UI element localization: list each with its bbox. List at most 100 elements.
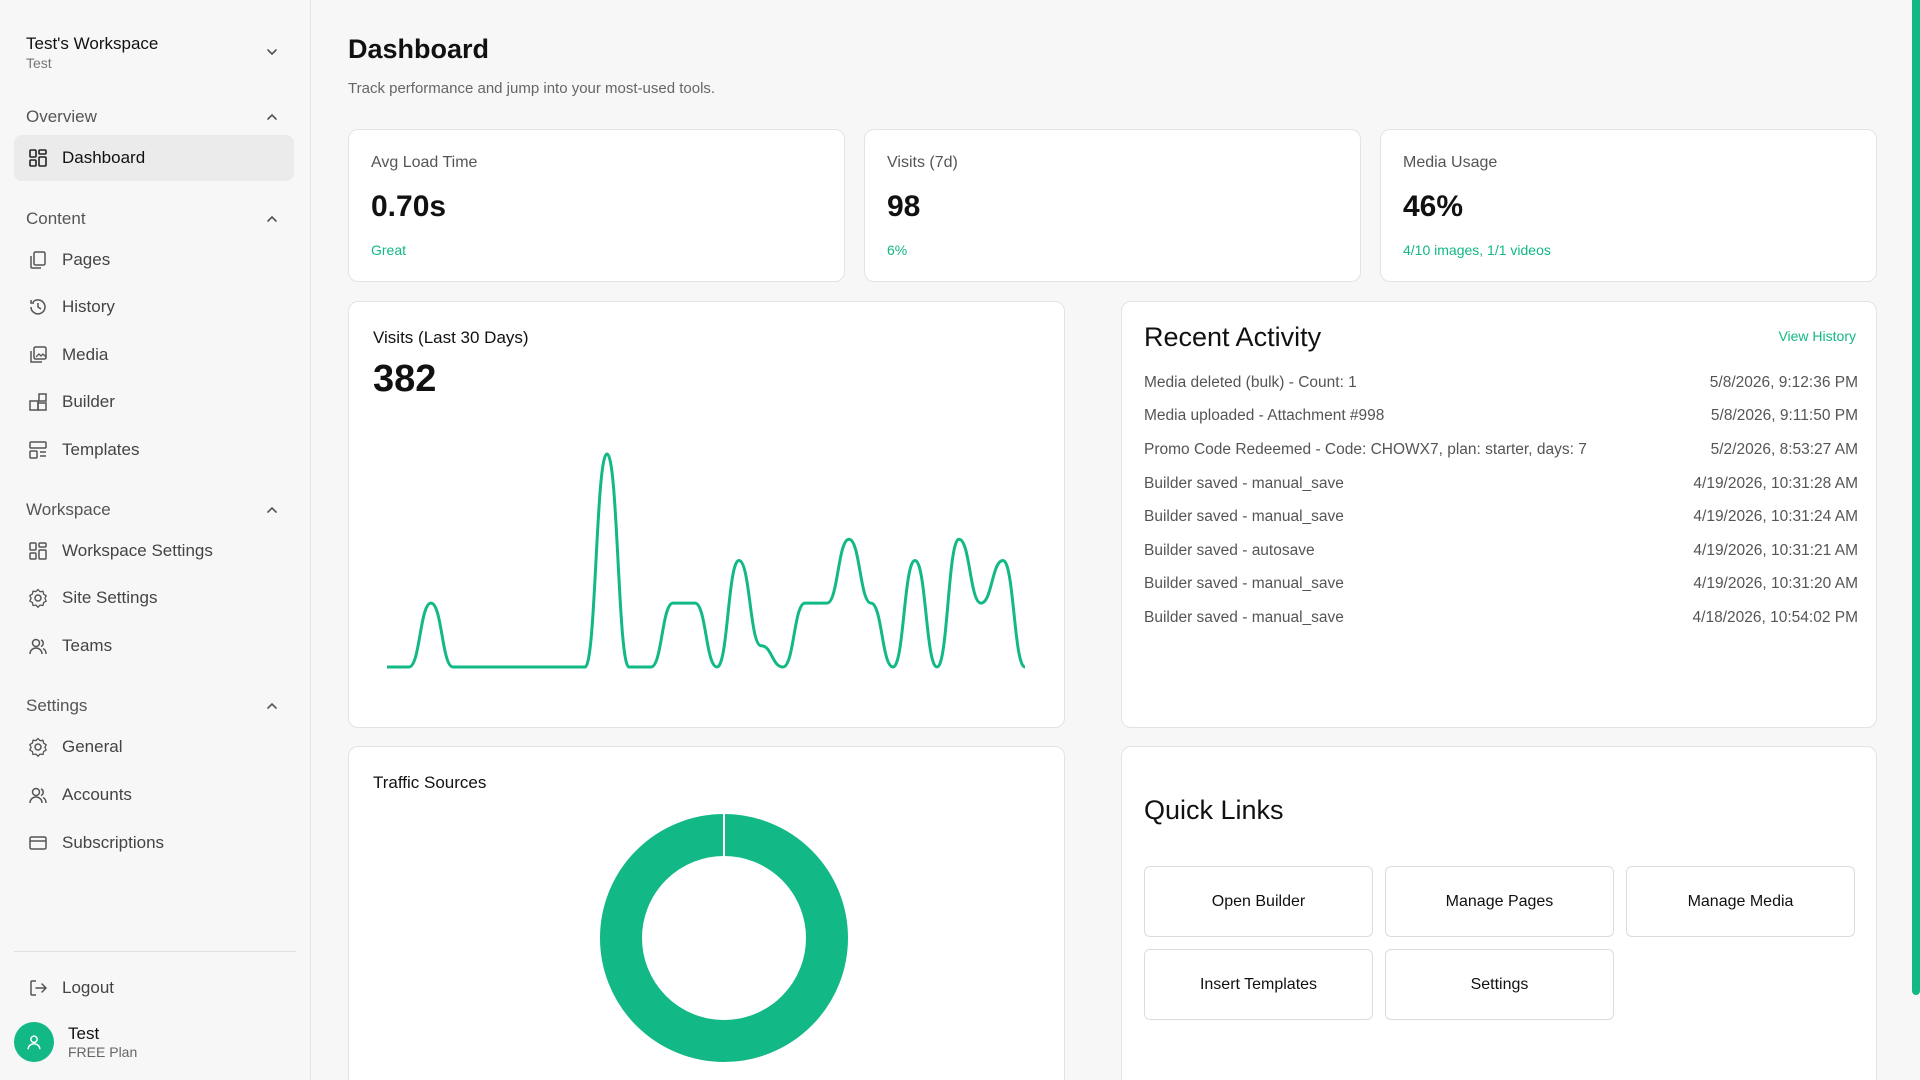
activity-text: Builder saved - autosave <box>1144 541 1315 559</box>
activity-text: Media deleted (bulk) - Count: 1 <box>1144 373 1357 391</box>
visits-chart-title: Visits (Last 30 Days) <box>373 328 529 347</box>
sidebar-item-history[interactable]: History <box>14 284 294 330</box>
pages-icon <box>28 250 48 270</box>
builder-icon <box>28 392 48 412</box>
activity-row: Builder saved - manual_save 4/19/2026, 10… <box>1144 467 1858 501</box>
activity-text: Builder saved - manual_save <box>1144 608 1344 626</box>
user-profile[interactable]: Test FREE Plan <box>14 1022 137 1062</box>
logout-button[interactable]: Logout <box>14 965 294 1011</box>
logout-icon <box>28 978 48 998</box>
sidebar-item-templates[interactable]: Templates <box>14 427 294 473</box>
chevron-up-icon <box>267 506 277 513</box>
stat-label: Visits (7d) <box>887 154 958 171</box>
activity-text: Media uploaded - Attachment #998 <box>1144 407 1385 425</box>
workspace-info: Test's Workspace Test <box>26 33 158 71</box>
activity-time: 4/19/2026, 10:31:20 AM <box>1693 575 1858 593</box>
activity-text: Promo Code Redeemed - Code: CHOWX7, plan… <box>1144 440 1587 458</box>
section-title: Content <box>26 209 86 228</box>
manage-pages-button[interactable]: Manage Pages <box>1385 866 1614 937</box>
grid-icon <box>28 541 48 561</box>
stat-value: 46% <box>1403 190 1464 223</box>
settings-button[interactable]: Settings <box>1385 949 1614 1020</box>
grid-icon <box>28 148 48 168</box>
gear-icon <box>28 737 48 757</box>
sidebar-item-label: History <box>62 297 115 316</box>
visits-line-chart <box>387 452 1027 669</box>
activity-time: 4/18/2026, 10:54:02 PM <box>1692 608 1858 626</box>
sidebar-item-pages[interactable]: Pages <box>14 237 294 283</box>
stat-card-load-time: Avg Load Time 0.70s Great <box>348 129 845 282</box>
sidebar-item-label: General <box>62 737 123 756</box>
sidebar-item-label: Subscriptions <box>62 833 165 852</box>
chevron-up-icon <box>267 702 277 709</box>
logout-label: Logout <box>62 978 114 997</box>
quick-links-card: Quick Links Open Builder Manage Pages Ma… <box>1121 746 1877 1080</box>
media-icon <box>28 345 48 365</box>
activity-text: Builder saved - manual_save <box>1144 474 1344 492</box>
card-icon <box>28 833 48 853</box>
sidebar-item-builder[interactable]: Builder <box>14 379 294 425</box>
traffic-donut-chart <box>600 814 848 1062</box>
view-history-link[interactable]: View History <box>1778 328 1856 344</box>
stat-value: 0.70s <box>371 190 447 223</box>
users-icon <box>28 636 48 656</box>
workspace-switcher[interactable]: Test's Workspace Test <box>14 24 292 80</box>
sidebar-item-subscriptions[interactable]: Subscriptions <box>14 820 294 866</box>
section-settings[interactable]: Settings <box>14 692 292 720</box>
sidebar-item-accounts[interactable]: Accounts <box>14 772 294 818</box>
activity-row: Builder saved - manual_save 4/18/2026, 10… <box>1144 601 1858 635</box>
sidebar-item-site-settings[interactable]: Site Settings <box>14 575 294 621</box>
activity-row: Builder saved - autosave 4/19/2026, 10:31… <box>1144 534 1858 568</box>
activity-text: Builder saved - manual_save <box>1144 508 1344 526</box>
activity-time: 5/8/2026, 9:12:36 PM <box>1709 373 1858 391</box>
sidebar-item-media[interactable]: Media <box>14 332 294 378</box>
avatar <box>14 1022 54 1062</box>
recent-activity-title: Recent Activity <box>1144 322 1322 352</box>
quick-links-title: Quick Links <box>1144 795 1284 825</box>
scrollbar[interactable] <box>1912 0 1920 995</box>
sidebar-item-label: Workspace Settings <box>62 541 213 560</box>
user-icon <box>27 1035 41 1050</box>
recent-activity-card: Recent Activity View History Media delet… <box>1121 301 1877 728</box>
activity-text: Builder saved - manual_save <box>1144 575 1344 593</box>
page-title: Dashboard <box>348 34 490 64</box>
manage-media-button[interactable]: Manage Media <box>1626 866 1855 937</box>
section-workspace[interactable]: Workspace <box>14 496 292 524</box>
activity-list: Media deleted (bulk) - Count: 1 5/8/2026,… <box>1144 366 1858 635</box>
sidebar-item-label: Pages <box>62 250 111 269</box>
section-title: Settings <box>26 696 88 715</box>
section-title: Workspace <box>26 500 111 519</box>
section-content[interactable]: Content <box>14 205 292 233</box>
stat-note: Great <box>371 242 407 258</box>
stat-label: Avg Load Time <box>371 154 478 171</box>
activity-time: 4/19/2026, 10:31:21 AM <box>1693 541 1858 559</box>
stat-label: Media Usage <box>1403 154 1498 171</box>
users-icon <box>28 785 48 805</box>
open-builder-button[interactable]: Open Builder <box>1144 866 1373 937</box>
gear-icon <box>28 588 48 608</box>
sidebar-item-label: Templates <box>62 440 140 459</box>
visits-series-line <box>387 452 1027 669</box>
user-plan: FREE Plan <box>68 1044 138 1060</box>
visits-total: 382 <box>373 358 437 400</box>
sidebar-item-workspace-settings[interactable]: Workspace Settings <box>14 528 294 574</box>
workspace-sub: Test <box>26 55 52 71</box>
stat-value: 98 <box>887 190 921 223</box>
insert-templates-button[interactable]: Insert Templates <box>1144 949 1373 1020</box>
chevron-down-icon <box>264 44 280 60</box>
activity-row: Builder saved - manual_save 4/19/2026, 10… <box>1144 568 1858 602</box>
sidebar-item-general[interactable]: General <box>14 724 294 770</box>
section-overview[interactable]: Overview <box>14 103 292 131</box>
activity-row: Builder saved - manual_save 4/19/2026, 10… <box>1144 500 1858 534</box>
user-name: Test <box>68 1024 100 1043</box>
sidebar-item-label: Media <box>62 345 109 364</box>
stat-card-media-usage: Media Usage 46% 4/10 images, 1/1 videos <box>1380 129 1877 282</box>
activity-row: Media deleted (bulk) - Count: 1 5/8/2026,… <box>1144 366 1858 400</box>
sidebar-divider <box>14 951 296 952</box>
sidebar-item-label: Builder <box>62 392 115 411</box>
activity-time: 4/19/2026, 10:31:24 AM <box>1693 508 1858 526</box>
stat-card-visits: Visits (7d) 98 6% <box>864 129 1361 282</box>
sidebar-item-dashboard[interactable]: Dashboard <box>14 135 294 181</box>
chevron-up-icon <box>267 215 277 222</box>
sidebar-item-teams[interactable]: Teams <box>14 623 294 669</box>
